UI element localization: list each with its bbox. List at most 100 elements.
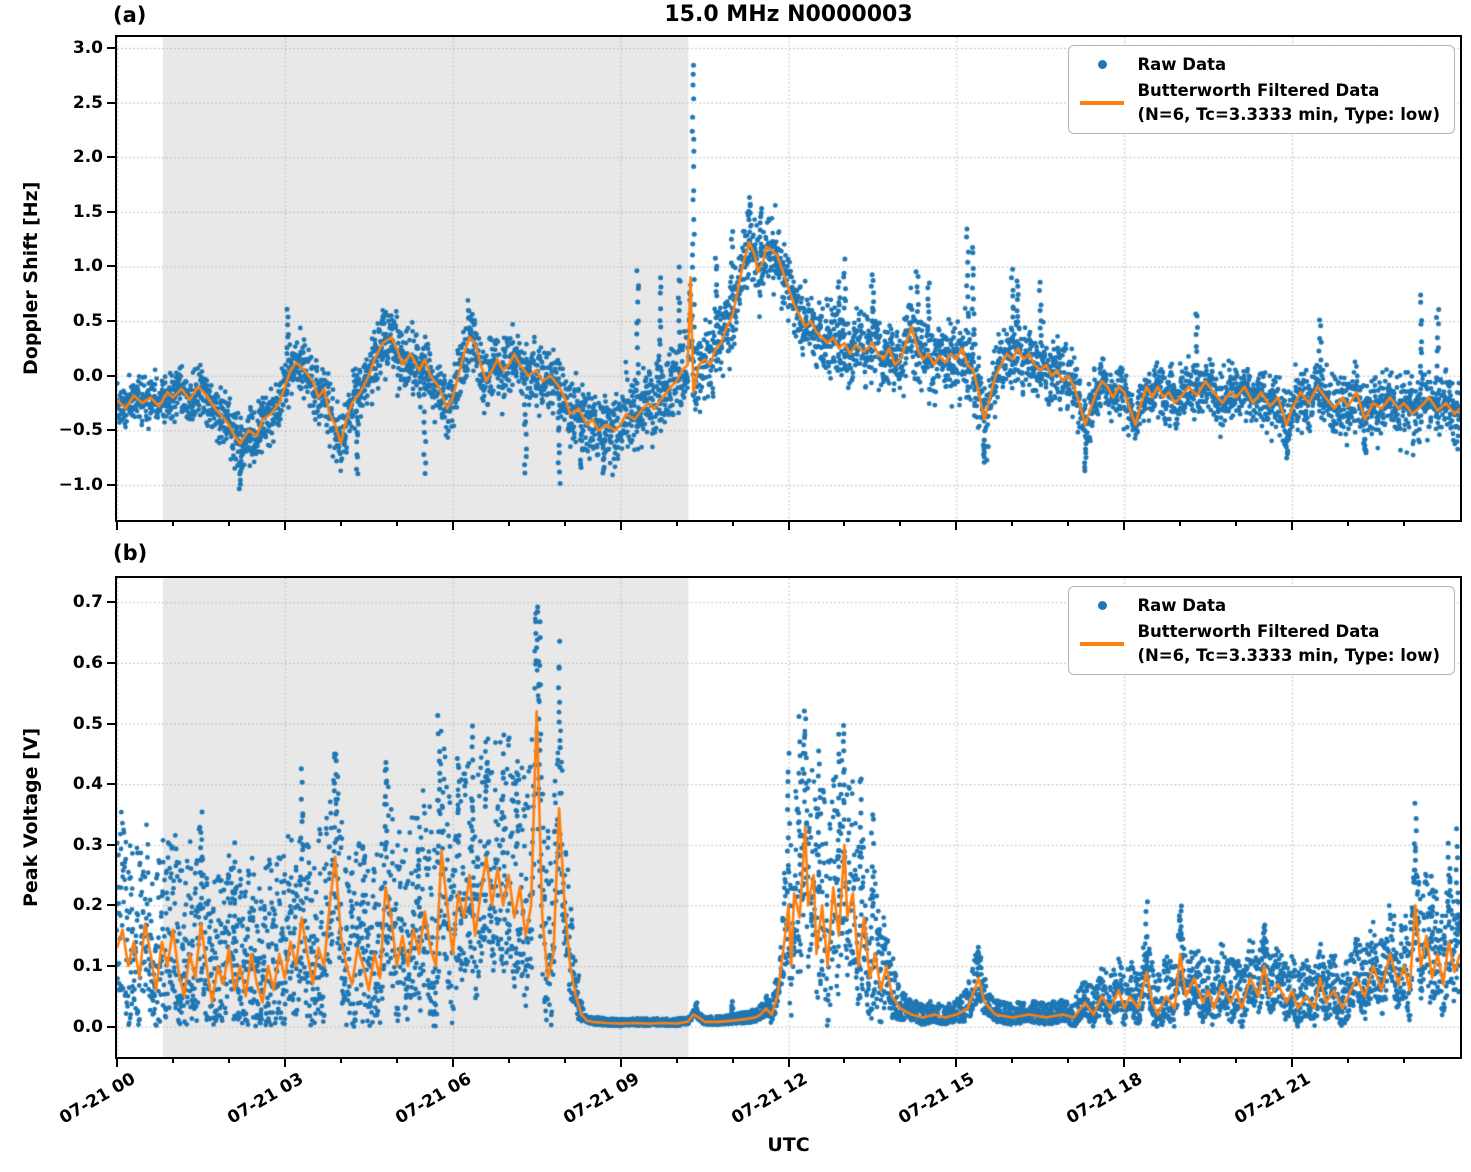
x-minor-tick-mark (1347, 522, 1350, 526)
plot-area-b: Raw Data Butterworth Filtered Data (N=6,… (115, 576, 1462, 1059)
scatter-dot-icon (1097, 60, 1107, 70)
y-tick-label: 1.5 (72, 201, 103, 222)
x-minor-tick-mark (563, 1059, 566, 1063)
legend-raw-label: Raw Data (1137, 55, 1227, 74)
filtered-line-marker-icon (1079, 641, 1125, 646)
legend-a: Raw Data Butterworth Filtered Data (N=6,… (1068, 45, 1455, 135)
x-minor-tick-mark (843, 1059, 846, 1063)
x-tick-label: 07-21 12 (727, 1069, 811, 1129)
y-axis-label-voltage: Peak Voltage [V] (20, 727, 42, 907)
y-tick-mark (107, 374, 115, 377)
x-minor-tick-mark (395, 522, 398, 526)
x-minor-tick-mark (899, 1059, 902, 1063)
x-minor-tick-mark (1179, 522, 1182, 526)
y-tick-mark (107, 46, 115, 49)
y-tick-label: 0.5 (72, 311, 103, 332)
x-major-tick-mark (787, 522, 790, 530)
x-tick-label: 07-21 00 (56, 1069, 139, 1129)
y-tick-label: 0.6 (72, 652, 103, 673)
raw-data-marker-icon (1079, 60, 1125, 70)
x-minor-tick-mark (1067, 1059, 1070, 1063)
legend-filtered-label: Butterworth Filtered Data (N=6, Tc=3.333… (1137, 79, 1440, 126)
x-minor-tick-mark (1067, 522, 1070, 526)
legend-entry-raw: Raw Data (1079, 594, 1440, 617)
y-tick-label: 0.1 (72, 956, 103, 977)
x-major-tick-mark (619, 522, 622, 530)
y-tick-label: −0.5 (58, 420, 103, 441)
x-major-tick-mark (619, 1059, 622, 1067)
x-minor-tick-mark (395, 1059, 398, 1063)
x-tick-label: 07-21 03 (224, 1069, 307, 1129)
raw-data-marker-icon (1079, 601, 1125, 611)
y-tick-mark (107, 320, 115, 323)
y-tick-label: 0.0 (72, 1016, 103, 1037)
x-tick-label: 07-21 18 (1063, 1069, 1147, 1129)
y-tick-mark (107, 783, 115, 786)
y-tick-mark (107, 156, 115, 159)
y-tick-mark (107, 1025, 115, 1028)
x-major-tick-mark (451, 1059, 454, 1067)
y-tick-mark (107, 101, 115, 104)
panel-a-label: (a) (113, 3, 147, 27)
x-major-tick-mark (451, 522, 454, 530)
x-minor-tick-mark (675, 1059, 678, 1063)
plot-area-a: Raw Data Butterworth Filtered Data (N=6,… (115, 35, 1462, 522)
x-minor-tick-mark (1235, 1059, 1238, 1063)
x-minor-tick-mark (507, 522, 510, 526)
y-tick-mark (107, 661, 115, 664)
legend-filtered-line1: Butterworth Filtered Data (1137, 622, 1380, 642)
line-sample-icon (1080, 641, 1125, 646)
y-tick-label: 0.5 (72, 713, 103, 734)
x-tick-label: 07-21 06 (392, 1069, 475, 1129)
x-minor-tick-mark (1235, 522, 1238, 526)
x-minor-tick-mark (1011, 522, 1014, 526)
panel-b-label: (b) (113, 541, 148, 565)
y-tick-mark (107, 210, 115, 213)
legend-raw-label: Raw Data (1137, 596, 1227, 615)
x-minor-tick-mark (1403, 522, 1406, 526)
x-major-tick-mark (116, 1059, 118, 1067)
legend-filtered-label: Butterworth Filtered Data (N=6, Tc=3.333… (1137, 620, 1440, 667)
y-tick-label: 0.2 (72, 895, 103, 916)
x-tick-label: 07-21 15 (895, 1069, 979, 1129)
x-axis-label: UTC (767, 1134, 810, 1156)
legend-b: Raw Data Butterworth Filtered Data (N=6,… (1068, 586, 1455, 676)
y-tick-mark (107, 484, 115, 487)
x-minor-tick-mark (171, 1059, 174, 1063)
x-minor-tick-mark (227, 522, 230, 526)
x-minor-tick-mark (339, 1059, 342, 1063)
y-tick-mark (107, 843, 115, 846)
line-sample-icon (1080, 100, 1125, 105)
legend-entry-filtered: Butterworth Filtered Data (N=6, Tc=3.333… (1079, 620, 1440, 667)
x-tick-label: 07-21 21 (1231, 1069, 1315, 1129)
y-tick-label: −1.0 (58, 475, 103, 496)
y-tick-mark (107, 722, 115, 725)
legend-filtered-line1: Butterworth Filtered Data (1137, 81, 1380, 101)
y-tick-label: 0.7 (72, 592, 103, 613)
legend-entry-raw: Raw Data (1079, 53, 1440, 76)
x-minor-tick-mark (227, 1059, 230, 1063)
x-minor-tick-mark (563, 522, 566, 526)
x-minor-tick-mark (731, 522, 734, 526)
y-tick-mark (107, 601, 115, 604)
y-tick-mark (107, 429, 115, 432)
x-major-tick-mark (955, 1059, 958, 1067)
y-tick-label: 0.4 (72, 774, 103, 795)
x-major-tick-mark (1291, 522, 1294, 530)
figure-title: 15.0 MHz N0000003 (664, 2, 913, 27)
x-major-tick-mark (283, 522, 286, 530)
x-minor-tick-mark (1403, 1059, 1406, 1063)
x-minor-tick-mark (1011, 1059, 1014, 1063)
x-tick-label: 07-21 09 (559, 1069, 643, 1129)
y-tick-mark (107, 904, 115, 907)
x-minor-tick-mark (731, 1059, 734, 1063)
x-minor-tick-mark (1179, 1059, 1182, 1063)
x-minor-tick-mark (171, 522, 174, 526)
y-tick-label: 0.3 (72, 834, 103, 855)
x-major-tick-mark (1291, 1059, 1294, 1067)
legend-filtered-line2: (N=6, Tc=3.3333 min, Type: low) (1137, 645, 1440, 665)
legend-entry-filtered: Butterworth Filtered Data (N=6, Tc=3.333… (1079, 79, 1440, 126)
legend-filtered-line2: (N=6, Tc=3.3333 min, Type: low) (1137, 104, 1440, 124)
x-minor-tick-mark (339, 522, 342, 526)
